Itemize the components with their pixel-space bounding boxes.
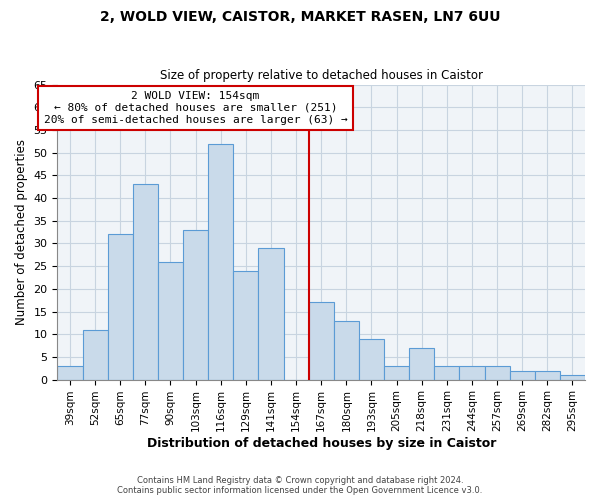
X-axis label: Distribution of detached houses by size in Caistor: Distribution of detached houses by size … bbox=[146, 437, 496, 450]
Title: Size of property relative to detached houses in Caistor: Size of property relative to detached ho… bbox=[160, 69, 483, 82]
Text: 2 WOLD VIEW: 154sqm
← 80% of detached houses are smaller (251)
20% of semi-detac: 2 WOLD VIEW: 154sqm ← 80% of detached ho… bbox=[44, 92, 347, 124]
Bar bbox=[83, 330, 107, 380]
Bar bbox=[409, 348, 434, 380]
Bar bbox=[233, 270, 259, 380]
Bar bbox=[384, 366, 409, 380]
Bar bbox=[434, 366, 460, 380]
Bar bbox=[158, 262, 183, 380]
Bar bbox=[208, 144, 233, 380]
Bar bbox=[460, 366, 485, 380]
Text: 2, WOLD VIEW, CAISTOR, MARKET RASEN, LN7 6UU: 2, WOLD VIEW, CAISTOR, MARKET RASEN, LN7… bbox=[100, 10, 500, 24]
Bar bbox=[259, 248, 284, 380]
Bar bbox=[560, 375, 585, 380]
Bar bbox=[107, 234, 133, 380]
Y-axis label: Number of detached properties: Number of detached properties bbox=[15, 139, 28, 325]
Bar bbox=[485, 366, 509, 380]
Bar bbox=[183, 230, 208, 380]
Bar bbox=[58, 366, 83, 380]
Bar bbox=[334, 320, 359, 380]
Bar bbox=[133, 184, 158, 380]
Bar bbox=[535, 370, 560, 380]
Text: Contains HM Land Registry data © Crown copyright and database right 2024.
Contai: Contains HM Land Registry data © Crown c… bbox=[118, 476, 482, 495]
Bar bbox=[509, 370, 535, 380]
Bar bbox=[359, 338, 384, 380]
Bar bbox=[308, 302, 334, 380]
